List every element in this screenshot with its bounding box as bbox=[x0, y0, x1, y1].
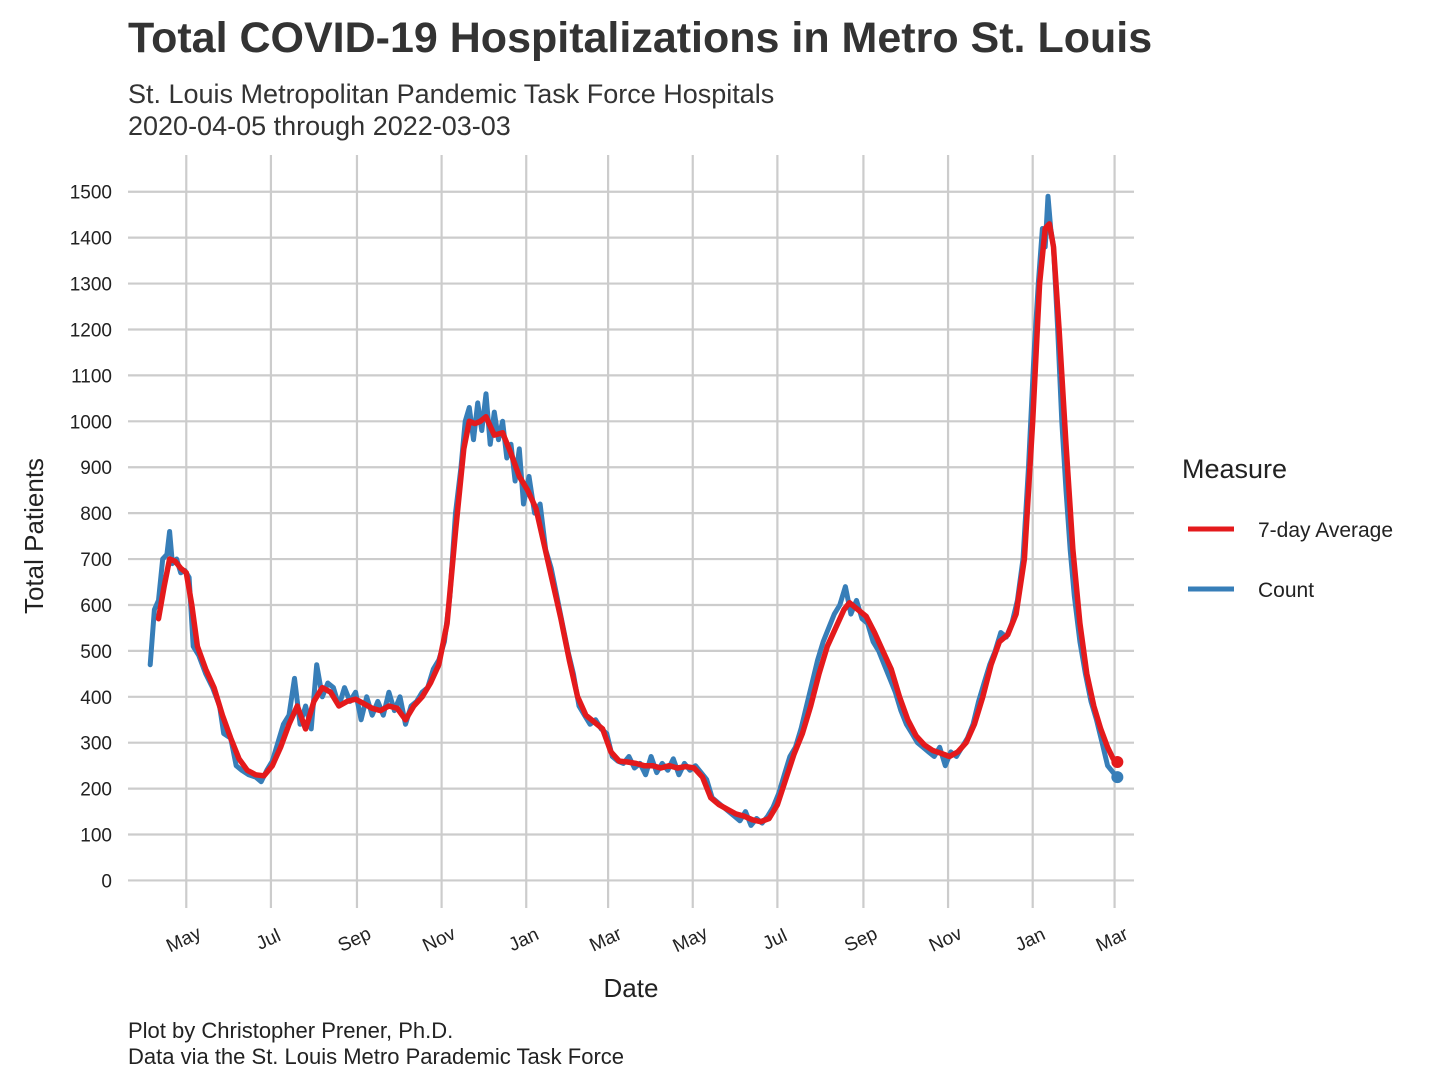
x-tick-label: Sep bbox=[335, 923, 375, 956]
x-tick-label: Jan bbox=[506, 924, 543, 956]
y-tick-label: 1100 bbox=[71, 366, 112, 387]
x-tick-label: Mar bbox=[1093, 923, 1132, 956]
y-tick-label: 500 bbox=[80, 642, 112, 663]
x-gridlines bbox=[185, 155, 1116, 908]
y-tick-label: 700 bbox=[80, 550, 112, 571]
x-tick-label: Jul bbox=[253, 925, 284, 954]
y-tick-labels: 0 100 200 300 400 500 600 700 800 900 1000 1100 1200… bbox=[70, 183, 112, 893]
series-line-7-day-average bbox=[155, 221, 1121, 825]
chart-subtitle: St. Louis Metropolitan Pandemic Task For… bbox=[128, 78, 774, 142]
x-tick-label: May bbox=[163, 923, 205, 957]
y-tick-label: 300 bbox=[80, 734, 112, 755]
y-tick-label: 400 bbox=[80, 688, 112, 709]
x-tick-label: Jul bbox=[760, 925, 791, 954]
legend-label-count: Count bbox=[1258, 579, 1314, 602]
y-tick-label: 1200 bbox=[70, 320, 112, 341]
series-endpoint-count bbox=[1111, 771, 1124, 784]
legend-label-7-day-average: 7-day Average bbox=[1258, 519, 1393, 542]
caption-line-2: Data via the St. Louis Metro Parademic T… bbox=[128, 1044, 625, 1069]
subtitle-line-1: St. Louis Metropolitan Pandemic Task For… bbox=[128, 79, 775, 109]
y-tick-label: 900 bbox=[80, 458, 112, 479]
series-endpoint-7-day-average bbox=[1111, 755, 1124, 768]
y-tick-label: 1000 bbox=[70, 412, 112, 433]
chart-title: Total COVID-19 Hospitalizations in Metro… bbox=[128, 14, 1153, 62]
y-tick-label: 1500 bbox=[70, 183, 112, 204]
y-axis-title: Total Patients bbox=[19, 458, 49, 614]
x-axis-title: Date bbox=[604, 973, 659, 1003]
legend: Measure 7-day Average Count bbox=[1182, 454, 1393, 602]
x-tick-labels: May Jul Sep Nov Jan Mar May Jul Sep Nov Jan Mar bbox=[163, 923, 1132, 957]
x-tick-label: May bbox=[670, 923, 712, 957]
y-gridlines bbox=[128, 190, 1134, 882]
y-tick-label: 1300 bbox=[70, 275, 112, 296]
chart-caption: Plot by Christopher Prener, Ph.D. Data v… bbox=[128, 1018, 624, 1070]
y-tick-label: 800 bbox=[80, 504, 112, 525]
y-tick-label: 200 bbox=[80, 780, 112, 801]
y-tick-label: 100 bbox=[80, 826, 112, 847]
legend-title: Measure bbox=[1182, 454, 1287, 484]
x-tick-label: Mar bbox=[587, 923, 626, 956]
y-tick-label: 1400 bbox=[70, 229, 112, 250]
caption-line-1: Plot by Christopher Prener, Ph.D. bbox=[128, 1018, 454, 1043]
y-tick-label: 0 bbox=[101, 871, 112, 892]
series-lines bbox=[147, 193, 1124, 828]
x-tick-label: Nov bbox=[420, 923, 460, 957]
y-tick-label: 600 bbox=[80, 596, 112, 617]
x-tick-label: Sep bbox=[841, 923, 881, 956]
x-tick-label: Jan bbox=[1012, 924, 1049, 956]
subtitle-line-2: 2020-04-05 through 2022-03-03 bbox=[128, 111, 511, 141]
x-tick-label: Nov bbox=[926, 923, 966, 957]
